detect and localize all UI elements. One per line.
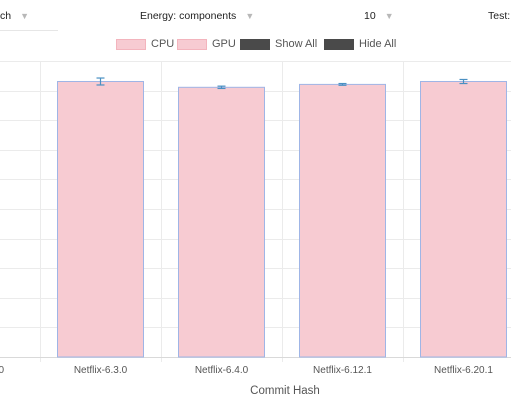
chevron-down-icon: ▼ xyxy=(20,11,30,21)
legend-swatch-cpu xyxy=(116,39,146,50)
legend-swatch-hide-all xyxy=(324,39,354,50)
test-label: Test: xyxy=(488,10,511,22)
branch-select-value: ch xyxy=(0,10,12,22)
legend-label-show-all: Show All xyxy=(275,38,318,50)
x-axis-title: Commit Hash xyxy=(250,385,320,397)
bar-cpu xyxy=(299,83,386,358)
branch-select-underline xyxy=(0,30,58,31)
toolbar: ch ▼ Energy: components ▼ 10 ▼ Test: xyxy=(0,0,511,34)
count-select[interactable]: 10 ▼ xyxy=(364,10,394,22)
x-tick-label: Netflix-6.20.1 xyxy=(434,365,493,376)
x-tick-label: 0 xyxy=(0,365,4,376)
energy-select[interactable]: Energy: components ▼ xyxy=(140,10,254,22)
bar-cpu xyxy=(178,86,265,358)
legend-label-gpu: GPU xyxy=(212,38,236,50)
x-tick-label: Netflix-6.4.0 xyxy=(195,365,249,376)
count-select-value: 10 xyxy=(364,10,376,22)
x-tick-label: Netflix-6.12.1 xyxy=(313,365,372,376)
branch-select[interactable]: ch ▼ xyxy=(0,10,29,22)
chevron-down-icon: ▼ xyxy=(245,11,255,21)
energy-select-value: Energy: components xyxy=(140,10,237,22)
bar-cpu xyxy=(420,81,507,358)
x-tick-label: Netflix-6.3.0 xyxy=(74,365,128,376)
chevron-down-icon: ▼ xyxy=(384,11,394,21)
bar-cpu xyxy=(57,81,144,358)
legend-swatch-show-all xyxy=(240,39,270,50)
legend-label-hide-all: Hide All xyxy=(359,38,397,50)
legend-label-cpu: CPU xyxy=(151,38,175,50)
legend-swatch-gpu xyxy=(177,39,207,50)
